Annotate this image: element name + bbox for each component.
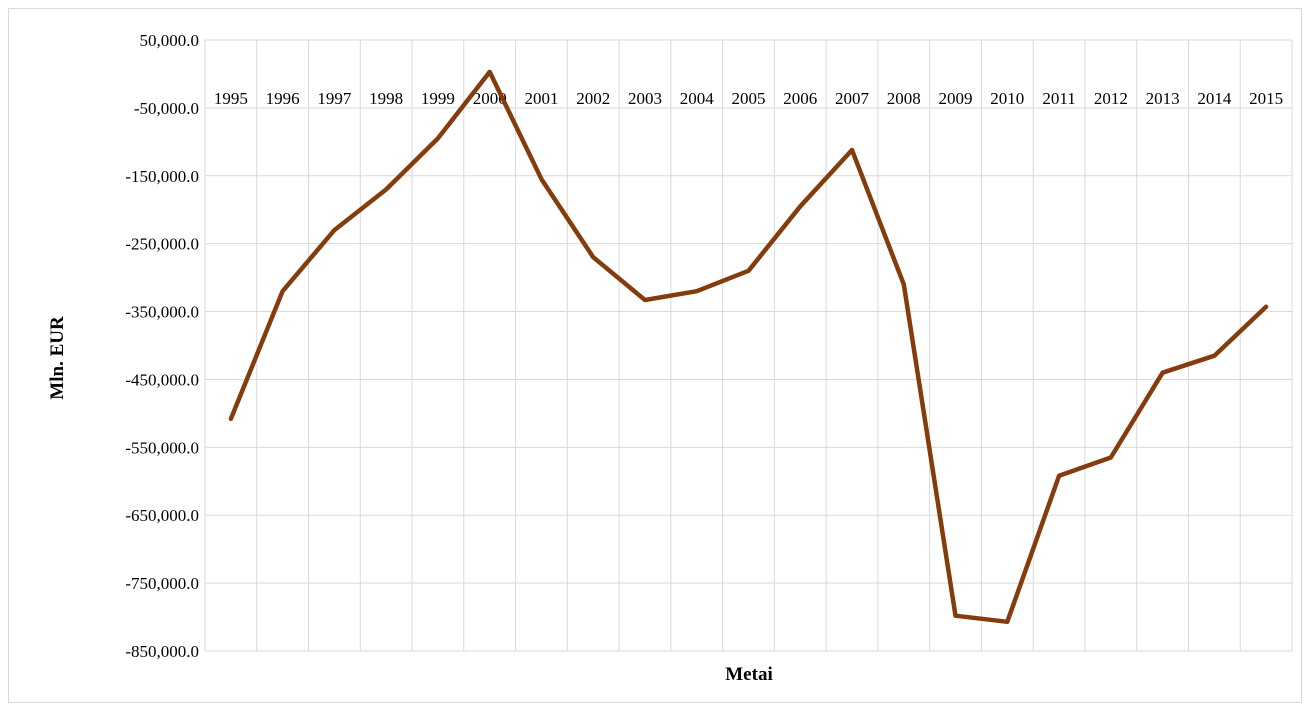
x-tick-label: 2002: [576, 89, 610, 108]
x-tick-label: 2010: [990, 89, 1024, 108]
x-tick-label: 2007: [835, 89, 870, 108]
y-tick-label: 50,000.0: [140, 31, 200, 50]
grid-lines: [204, 39, 1293, 652]
y-tick-label: -250,000.0: [125, 235, 199, 254]
x-tick-label: 2006: [783, 89, 817, 108]
x-tick-label: 2008: [887, 89, 921, 108]
x-tick-label: 2014: [1197, 89, 1232, 108]
y-tick-labels: 50,000.0 -50,000.0 -150,000.0 -250,000.0 -35…: [125, 31, 199, 661]
x-axis-title: Metai: [725, 664, 772, 685]
y-tick-label: -150,000.0: [125, 167, 199, 186]
series-line: [228, 69, 1269, 625]
x-tick-label: 2009: [939, 89, 973, 108]
x-tick-label: 2013: [1146, 89, 1180, 108]
x-tick-label: 1998: [369, 89, 403, 108]
x-tick-label: 2001: [524, 89, 558, 108]
x-tick-label: 2003: [628, 89, 662, 108]
x-tick-label: 1997: [317, 89, 352, 108]
x-tick-label: 2011: [1042, 89, 1075, 108]
y-tick-label: -50,000.0: [134, 99, 199, 118]
x-tick-label: 1995: [214, 89, 248, 108]
x-tick-label: 1996: [266, 89, 300, 108]
series-layer: [228, 69, 1269, 625]
y-axis-title: Mln. EUR: [47, 316, 68, 400]
y-tick-label: -550,000.0: [125, 438, 199, 457]
y-tick-label: -450,000.0: [125, 370, 199, 389]
chart-frame: [8, 8, 1302, 703]
y-tick-label: -850,000.0: [125, 642, 199, 661]
y-tick-label: -750,000.0: [125, 574, 199, 593]
y-tick-label: -650,000.0: [125, 506, 199, 525]
x-tick-labels: 1995 1996 1997 1998 1999 2000 2001 2002 2003 2004…: [214, 89, 1283, 108]
x-tick-label: 2004: [680, 89, 715, 108]
x-tick-label: 2012: [1094, 89, 1128, 108]
x-tick-label: 2015: [1249, 89, 1283, 108]
x-tick-label: 2005: [732, 89, 766, 108]
y-tick-label: -350,000.0: [125, 303, 199, 322]
x-tick-label: 1999: [421, 89, 455, 108]
